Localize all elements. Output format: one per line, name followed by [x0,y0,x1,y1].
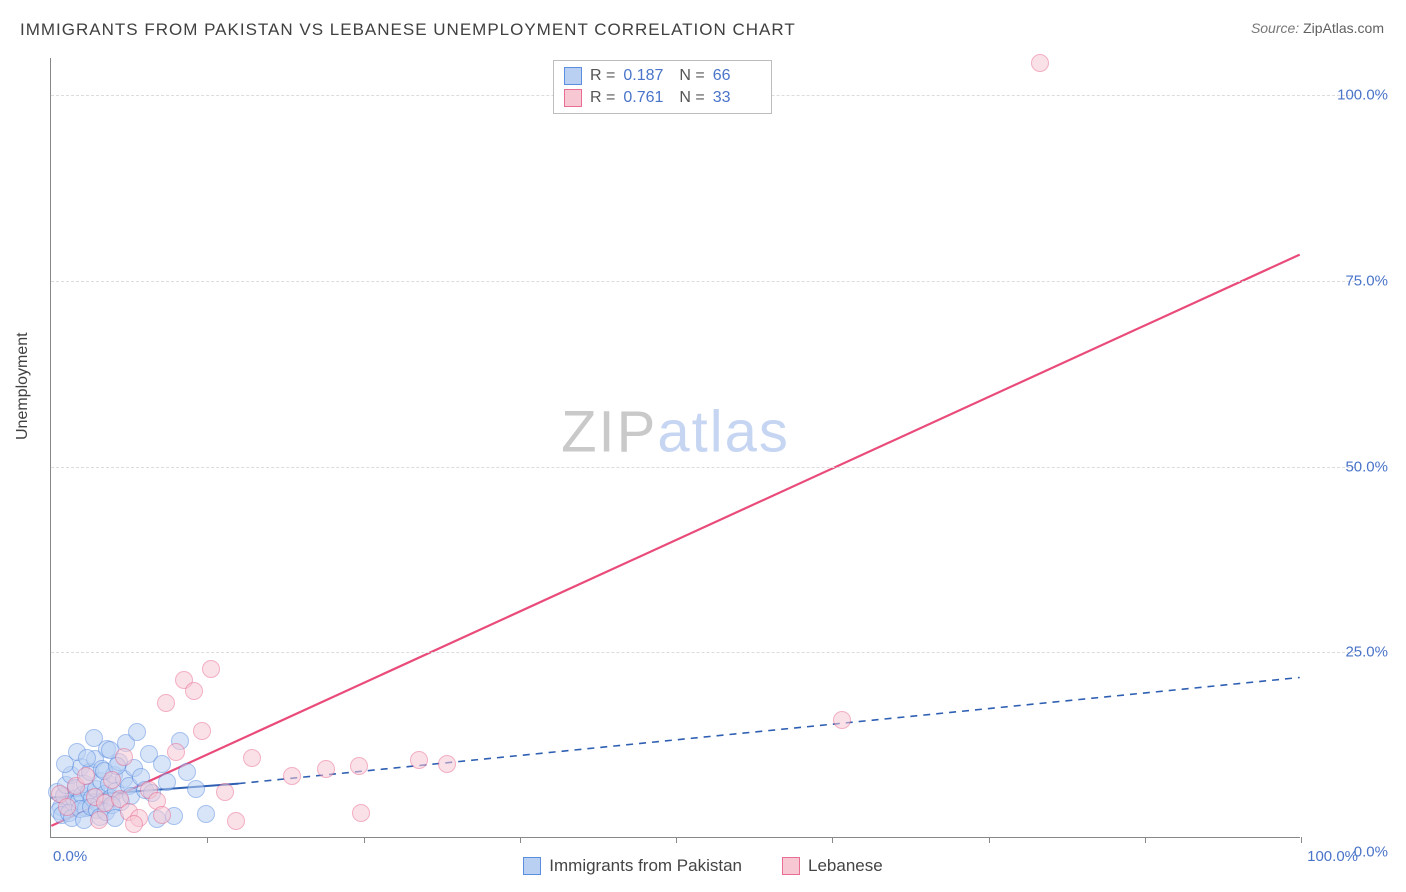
y-tick-label: 75.0% [1308,272,1388,289]
n-value-0: 66 [713,67,761,85]
scatter-point [193,722,211,740]
grid-line [51,281,1355,282]
y-axis-label: Unemployment [14,332,32,440]
scatter-point [1031,54,1049,72]
scatter-point [283,767,301,785]
scatter-point [187,780,205,798]
legend-swatch-0 [564,67,582,85]
n-value-1: 33 [713,89,761,107]
source-value: ZipAtlas.com [1303,20,1384,36]
watermark-part2: atlas [657,399,790,464]
scatter-point [185,682,203,700]
scatter-point [410,751,428,769]
x-tick-mark [207,837,208,843]
scatter-point [158,773,176,791]
scatter-point [128,723,146,741]
y-tick-label: 100.0% [1308,87,1388,104]
chart-title: IMMIGRANTS FROM PAKISTAN VS LEBANESE UNE… [20,20,796,40]
grid-line [51,652,1355,653]
watermark-part1: ZIP [561,399,657,464]
scatter-point [833,711,851,729]
scatter-point [58,798,76,816]
chart-plot-area: ZIPatlas 0.0%25.0%50.0%75.0%100.0%0.0%10… [50,58,1300,838]
scatter-point [352,804,370,822]
scatter-point [243,749,261,767]
scatter-point [202,660,220,678]
x-tick-mark [989,837,990,843]
scatter-point [438,755,456,773]
r-label: R = [590,89,615,107]
r-value-0: 0.187 [623,67,671,85]
scatter-point [103,771,121,789]
n-label: N = [679,89,704,107]
scatter-point [90,811,108,829]
trend-lines-layer [51,58,1300,837]
legend-item-0: Immigrants from Pakistan [523,856,742,876]
scatter-point [78,749,96,767]
scatter-point [350,757,368,775]
scatter-point [115,748,133,766]
legend-swatch-1 [782,857,800,875]
legend-swatch-1 [564,89,582,107]
x-tick-mark [520,837,521,843]
scatter-point [85,729,103,747]
legend-label-1: Lebanese [808,856,883,876]
grid-line [51,467,1355,468]
scatter-point [167,743,185,761]
x-tick-mark [364,837,365,843]
scatter-point [153,806,171,824]
scatter-point [216,783,234,801]
legend-stats: R = 0.187 N = 66 R = 0.761 N = 33 [553,60,772,114]
n-label: N = [679,67,704,85]
scatter-point [317,760,335,778]
x-tick-mark [1145,837,1146,843]
scatter-point [125,815,143,833]
x-tick-mark [1301,837,1302,843]
source-attribution: Source: ZipAtlas.com [1251,20,1384,36]
y-tick-label: 50.0% [1308,458,1388,475]
legend-series: Immigrants from Pakistan Lebanese [0,856,1406,876]
legend-stats-row: R = 0.761 N = 33 [564,87,761,109]
source-label: Source: [1251,20,1299,36]
r-label: R = [590,67,615,85]
y-tick-label: 25.0% [1308,644,1388,661]
scatter-point [227,812,245,830]
x-tick-mark [832,837,833,843]
x-tick-mark [676,837,677,843]
legend-stats-row: R = 0.187 N = 66 [564,65,761,87]
scatter-point [157,694,175,712]
scatter-point [197,805,215,823]
watermark: ZIPatlas [561,398,790,465]
legend-item-1: Lebanese [782,856,883,876]
r-value-1: 0.761 [623,89,671,107]
scatter-point [77,767,95,785]
legend-swatch-0 [523,857,541,875]
scatter-point [178,763,196,781]
legend-label-0: Immigrants from Pakistan [549,856,742,876]
